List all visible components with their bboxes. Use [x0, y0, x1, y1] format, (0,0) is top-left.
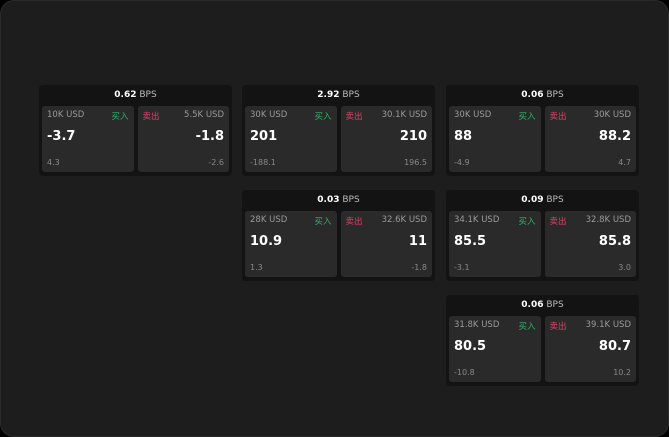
sell-button[interactable]: 卖出 32.6K USD 11 -1.8 — [340, 211, 432, 277]
buy-button[interactable]: 30K USD 买入 88 -4.9 — [449, 106, 541, 172]
buy-size: 28K USD — [250, 215, 288, 225]
buy-price: 80.5 — [454, 339, 487, 354]
buy-label: 买入 — [111, 112, 129, 122]
sell-price: 11 — [408, 234, 427, 249]
sell-size: 30K USD — [593, 110, 631, 120]
sell-change: 4.7 — [618, 158, 631, 167]
spread-unit: BPS — [342, 195, 360, 205]
spread-header: 0.03 BPS — [245, 190, 432, 211]
sell-size: 5.5K USD — [184, 110, 224, 120]
buy-price: 10.9 — [250, 234, 283, 249]
buy-size: 34.1K USD — [454, 215, 500, 225]
sell-label: 卖出 — [549, 112, 567, 122]
quote-card: 0.06 BPS 31.8K USD 买入 80.5 -10.8 卖出 39.1K … — [446, 295, 639, 386]
buy-size: 30K USD — [454, 110, 492, 120]
spread-header: 0.06 BPS — [449, 85, 636, 106]
buy-price: 88 — [454, 129, 473, 144]
sell-price: 85.8 — [598, 234, 631, 249]
buy-button[interactable]: 10K USD 买入 -3.7 4.3 — [42, 106, 134, 172]
buy-label: 买入 — [518, 322, 536, 332]
buy-change: -188.1 — [250, 158, 276, 167]
buy-price: 201 — [250, 129, 278, 144]
buy-change: 1.3 — [250, 263, 263, 272]
buy-button[interactable]: 34.1K USD 买入 85.5 -3.1 — [449, 211, 541, 277]
sell-button[interactable]: 卖出 30.1K USD 210 196.5 — [340, 106, 432, 172]
spread-header: 0.62 BPS — [42, 85, 229, 106]
spread-header: 0.06 BPS — [449, 295, 636, 316]
spread-value: 0.03 — [317, 195, 340, 205]
sell-button[interactable]: 卖出 30K USD 88.2 4.7 — [544, 106, 636, 172]
sell-change: -1.8 — [411, 263, 427, 272]
sell-change: 10.2 — [613, 368, 631, 377]
sell-size: 32.6K USD — [381, 215, 427, 225]
sell-size: 30.1K USD — [381, 110, 427, 120]
buy-size: 31.8K USD — [454, 320, 500, 330]
spread-unit: BPS — [342, 90, 360, 100]
sell-change: -2.6 — [208, 158, 224, 167]
sell-button[interactable]: 卖出 5.5K USD -1.8 -2.6 — [137, 106, 229, 172]
sell-size: 39.1K USD — [585, 320, 631, 330]
buy-label: 买入 — [314, 217, 332, 227]
spread-value: 0.06 — [521, 300, 544, 310]
sell-change: 196.5 — [404, 158, 427, 167]
buy-change: -3.1 — [454, 263, 470, 272]
spread-unit: BPS — [139, 90, 157, 100]
buy-button[interactable]: 31.8K USD 买入 80.5 -10.8 — [449, 316, 541, 382]
spread-value: 2.92 — [317, 90, 340, 100]
buy-size: 10K USD — [47, 110, 85, 120]
buy-label: 买入 — [518, 217, 536, 227]
sell-label: 卖出 — [345, 217, 363, 227]
spread-unit: BPS — [546, 90, 564, 100]
buy-change: 4.3 — [47, 158, 60, 167]
sell-price: 210 — [399, 129, 427, 144]
spread-value: 0.09 — [521, 195, 544, 205]
sell-price: 88.2 — [598, 129, 631, 144]
sell-price: 80.7 — [598, 339, 631, 354]
sell-price: -1.8 — [195, 129, 224, 144]
quote-card: 0.09 BPS 34.1K USD 买入 85.5 -3.1 卖出 32.8K U… — [446, 190, 639, 281]
buy-label: 买入 — [314, 112, 332, 122]
spread-unit: BPS — [546, 195, 564, 205]
sell-label: 卖出 — [549, 322, 567, 332]
spread-unit: BPS — [546, 300, 564, 310]
sell-label: 卖出 — [549, 217, 567, 227]
sell-change: 3.0 — [618, 263, 631, 272]
buy-size: 30K USD — [250, 110, 288, 120]
sell-label: 卖出 — [345, 112, 363, 122]
buy-price: 85.5 — [454, 234, 487, 249]
quote-card: 0.06 BPS 30K USD 买入 88 -4.9 卖出 30K USD 88.… — [446, 85, 639, 176]
buy-button[interactable]: 30K USD 买入 201 -188.1 — [245, 106, 337, 172]
sell-size: 32.8K USD — [585, 215, 631, 225]
quote-card: 0.03 BPS 28K USD 买入 10.9 1.3 卖出 32.6K USD … — [242, 190, 435, 281]
buy-change: -4.9 — [454, 158, 470, 167]
buy-label: 买入 — [518, 112, 536, 122]
sell-button[interactable]: 卖出 32.8K USD 85.8 3.0 — [544, 211, 636, 277]
spread-header: 0.09 BPS — [449, 190, 636, 211]
sell-button[interactable]: 卖出 39.1K USD 80.7 10.2 — [544, 316, 636, 382]
buy-price: -3.7 — [47, 129, 76, 144]
sell-label: 卖出 — [142, 112, 160, 122]
quote-card: 0.62 BPS 10K USD 买入 -3.7 4.3 卖出 5.5K USD -… — [39, 85, 232, 176]
spread-value: 0.62 — [114, 90, 137, 100]
buy-button[interactable]: 28K USD 买入 10.9 1.3 — [245, 211, 337, 277]
buy-change: -10.8 — [454, 368, 475, 377]
spread-header: 2.92 BPS — [245, 85, 432, 106]
spread-value: 0.06 — [521, 90, 544, 100]
quote-card: 2.92 BPS 30K USD 买入 201 -188.1 卖出 30.1K US… — [242, 85, 435, 176]
